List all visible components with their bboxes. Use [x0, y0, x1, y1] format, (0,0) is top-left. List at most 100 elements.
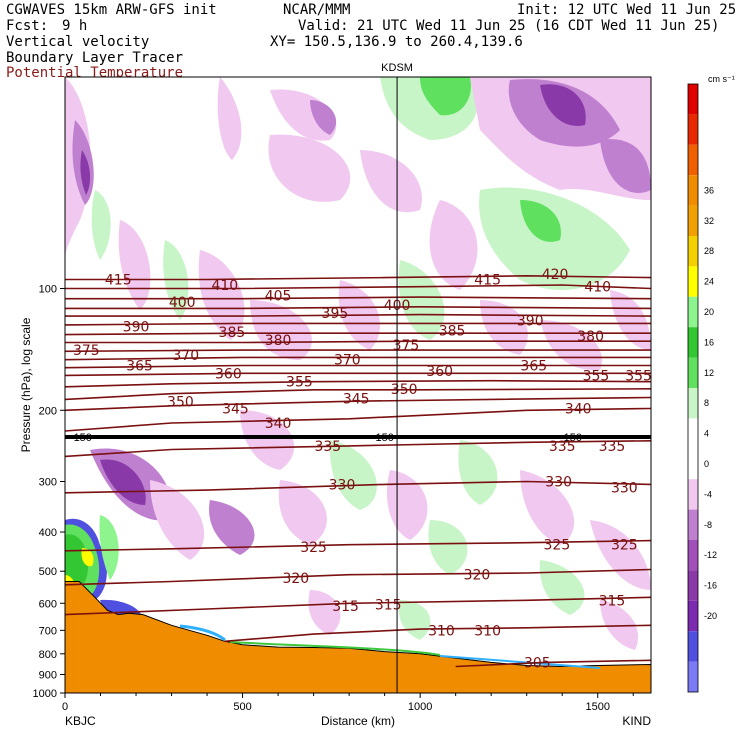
x-tick-label: 500	[233, 701, 251, 713]
colorbar-swatch	[688, 327, 698, 358]
theta-contour-365	[65, 364, 651, 369]
contour-label: 335	[314, 439, 341, 455]
contour-label: 340	[265, 416, 292, 432]
colorbar-tick-label: -20	[704, 611, 717, 621]
tropopause-labels: 150 150 150	[74, 432, 582, 444]
y-tick-label: 800	[39, 649, 57, 661]
contour-label: 315	[332, 599, 359, 615]
colorbar-swatch	[688, 266, 698, 297]
colorbar-swatch	[688, 236, 698, 267]
theta-contour-415	[65, 274, 651, 281]
boundary-layer-tracer	[179, 624, 601, 669]
theta-contour-400	[65, 305, 651, 310]
contour-label: 335	[599, 439, 626, 455]
right-endpoint-label: KIND	[622, 714, 651, 728]
colorbar-tick-label: 0	[704, 459, 709, 469]
colorbar-swatch	[688, 570, 698, 601]
colorbar-tick-label: 36	[704, 185, 714, 195]
contour-label: 360	[426, 364, 453, 380]
x-axis: 0 500 1000 1500	[62, 693, 634, 713]
theta-contour-310	[224, 624, 651, 643]
colorbar-swatch	[688, 296, 698, 328]
colorbar-swatch	[688, 479, 698, 510]
colorbar-tick-label: -12	[704, 550, 717, 560]
contour-label: 315	[599, 593, 626, 609]
theta-contour-335	[65, 440, 651, 458]
contour-label: 410	[584, 280, 611, 296]
colorbar-swatch	[688, 661, 698, 692]
colorbar-tick-label: 4	[704, 429, 709, 439]
org-label: NCAR/MMM	[283, 2, 351, 18]
field-label-2: Boundary Layer Tracer	[6, 50, 184, 66]
theta-contour-340	[65, 407, 651, 432]
colorbar-tick-label: -4	[704, 489, 712, 499]
contour-label: 335	[549, 439, 576, 455]
contour-label: 310	[474, 623, 501, 639]
colorbar-swatch	[688, 175, 698, 206]
y-tick-label: 900	[39, 669, 57, 681]
colorbar-swatch	[688, 631, 698, 662]
theta-contour-410	[65, 284, 651, 290]
theta-contour-325	[65, 539, 651, 552]
contour-label: 340	[565, 402, 592, 418]
y-tick-label: 400	[39, 527, 57, 539]
contour-label: 355	[625, 368, 652, 384]
contour-label: 325	[611, 538, 638, 554]
contour-label: 345	[343, 391, 370, 407]
contour-label: 330	[329, 477, 356, 493]
theta-contour-320	[65, 568, 651, 586]
theta-contour-305	[455, 659, 651, 668]
forecast-label: Fcst:	[6, 18, 49, 34]
colorbar-swatch	[688, 448, 698, 480]
colorbar-swatch	[688, 144, 698, 176]
contour-label: 350	[167, 394, 194, 410]
contour-label: 395	[322, 306, 349, 322]
contour-label: 420	[542, 267, 569, 283]
colorbar-swatch	[688, 357, 698, 388]
theta-contour-405	[65, 296, 651, 300]
init-time: Init: 12 UTC Wed 11 Jun 25	[517, 2, 737, 18]
y-tick-label: 1000	[33, 688, 57, 700]
theta-contours	[65, 274, 651, 668]
contour-label: 405	[265, 288, 292, 304]
theta-contour-380	[65, 340, 651, 344]
contour-label: 315	[375, 598, 402, 614]
forecast-hour: 9 h	[62, 18, 88, 34]
theta-contour-355	[65, 379, 651, 388]
contour-label: 390	[517, 314, 544, 330]
contour-label: 330	[611, 480, 638, 496]
contour-label: 310	[428, 623, 455, 639]
colorbar-swatch	[688, 388, 698, 419]
y-axis-title: Pressure (hPa), log scale	[19, 317, 33, 452]
colorbar-tick-label: -8	[704, 520, 712, 530]
contour-label: 330	[545, 474, 572, 490]
colorbar-swatch	[688, 114, 698, 145]
theta-contour-390	[65, 322, 651, 326]
contour-label: 370	[334, 353, 361, 369]
y-tick-label: 300	[39, 476, 57, 488]
colorbar-tick-label: 24	[704, 277, 714, 287]
station-label: KDSM	[381, 62, 413, 74]
y-tick-label: 700	[39, 625, 57, 637]
plot-frame	[64, 76, 652, 694]
tropopause-label: 150	[564, 432, 582, 444]
tropopause-label: 150	[375, 432, 393, 444]
colorbar-tick-label: 12	[704, 368, 714, 378]
colorbar-tick-label: 32	[704, 216, 714, 226]
theta-contour-370	[65, 356, 651, 361]
contour-label: 355	[286, 375, 313, 391]
contour-label: 325	[544, 538, 571, 554]
contour-label: 400	[169, 295, 196, 311]
contour-label: 380	[265, 333, 292, 349]
colorbar-tick-label: -16	[704, 581, 717, 591]
contour-label: 345	[222, 402, 249, 418]
contour-label: 410	[211, 278, 238, 294]
valid-time: Valid: 21 UTC Wed 11 Jun 25 (16 CDT Wed …	[298, 18, 720, 34]
terrain-fill	[65, 581, 651, 693]
theta-contour-375	[65, 349, 651, 353]
contour-label: 380	[577, 329, 604, 345]
contour-label: 385	[219, 325, 246, 341]
contour-label: 415	[105, 272, 132, 288]
contour-label: 375	[393, 338, 420, 354]
